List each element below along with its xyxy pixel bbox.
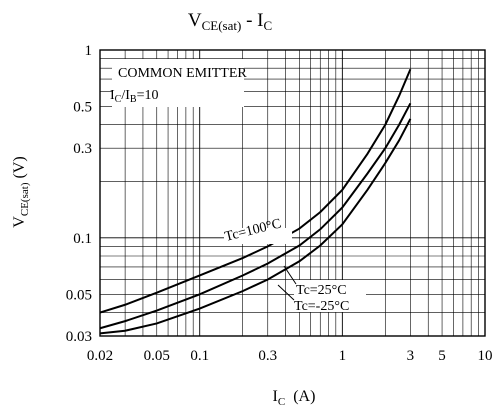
y-tick-label: 0.3: [73, 141, 92, 157]
x-tick-label: 10: [478, 348, 493, 364]
title-sep-sub: C: [263, 18, 272, 33]
condition-box: COMMON EMITTER IC/IB=10: [110, 59, 247, 107]
ylabel-unit: (V): [11, 156, 28, 182]
x-tick-label: 0.3: [258, 348, 277, 364]
anno-tc-m25: Tc=-25°C: [294, 299, 349, 314]
title-main-sub: CE(sat): [202, 18, 242, 33]
x-tick-label: 0.1: [190, 348, 209, 364]
condition-line-1: COMMON EMITTER: [118, 66, 247, 81]
chart-title: VCE(sat) - IC: [188, 10, 272, 33]
x-tick-label: 0.05: [144, 348, 170, 364]
x-tick-label: 5: [438, 348, 446, 364]
ylabel-main: V: [11, 216, 28, 228]
x-axis-label: IC (A): [273, 388, 316, 408]
series-line-0: [99, 68, 412, 314]
cond-ib-sub: B: [130, 94, 137, 105]
anno-25-bg: [294, 280, 366, 312]
y-tick-label: 0.5: [73, 100, 92, 116]
x-tick-label: 1: [339, 348, 347, 364]
y-tick-label: 1: [85, 43, 93, 59]
y-tick-label: 0.05: [66, 287, 92, 303]
cond-ib: /I: [121, 88, 130, 103]
x-tick-label: 0.02: [87, 348, 113, 364]
y-tick-labels: 0.03 0.05 0.1 0.3 0.5 1: [66, 43, 92, 345]
series-line-1: [99, 102, 412, 330]
condition-line-2: IC/IB=10: [110, 88, 158, 105]
anno-100-bg: [224, 228, 292, 244]
title-sep: - I: [241, 10, 263, 31]
condition-box-bg: [112, 59, 244, 107]
anno-tc-25: Tc=25°C: [296, 283, 347, 298]
x-tick-label: 3: [407, 348, 415, 364]
title-main: V: [188, 10, 202, 31]
grid-lines: [100, 50, 485, 336]
curves: [99, 68, 412, 335]
anno-m25-leader: [277, 284, 295, 301]
series-line-2: [99, 118, 412, 335]
y-tick-label: 0.1: [73, 231, 92, 247]
y-axis-label: VCE(sat) (V): [11, 156, 31, 227]
anno-25-leader: [283, 265, 297, 285]
xlabel-unit: (A): [285, 388, 315, 405]
ylabel-sub: CE(sat): [19, 182, 31, 216]
xlabel-main: I: [273, 388, 278, 405]
cond-ic: I: [110, 88, 115, 103]
xlabel-sub: C: [278, 396, 285, 408]
y-tick-label: 0.03: [66, 329, 92, 345]
x-tick-labels: 0.02 0.05 0.1 0.3 1 3 5 10: [87, 348, 493, 364]
cond-ratio: =10: [137, 88, 159, 103]
cond-ic-sub: C: [115, 94, 122, 105]
plot-frame: [99, 49, 486, 337]
